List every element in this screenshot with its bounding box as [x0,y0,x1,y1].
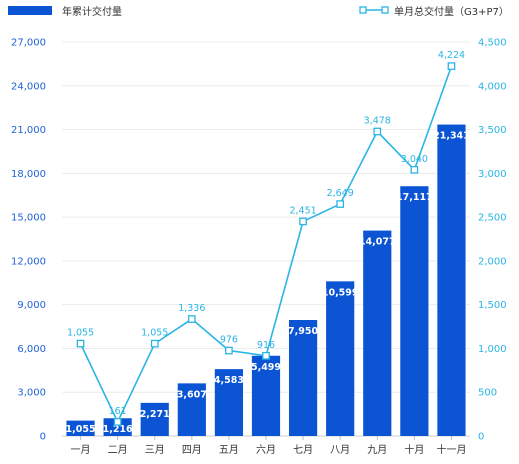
legend-line-marker [381,6,389,14]
bar-value-label: 4,583 [214,375,244,386]
line-value-label: 916 [257,340,275,351]
bar [251,355,281,436]
line-point [447,62,456,71]
x-tick-label: 二月 [108,444,128,456]
line-point [299,217,307,226]
line-value-label: 2,451 [289,205,316,216]
y-right-tick-label: 4,000 [478,81,507,92]
line-point [373,127,382,136]
legend: 年累计交付量 单月总交付量（G3+P7） [8,5,509,18]
x-tick-label: 七月 [293,444,313,456]
x-tick-label: 九月 [367,444,387,456]
x-tick-label: 三月 [145,444,165,456]
line-value-label: 4,224 [438,50,465,61]
line-point [262,351,270,360]
y-left-tick-label: 3,000 [17,388,46,399]
line-value-label: 3,478 [364,115,391,126]
y-left-tick-label: 0 [40,432,46,443]
legend-bar-label: 年累计交付量 [62,5,122,18]
bar-value-label: 21,341 [433,131,470,142]
y-axis-right: 0 500 1,000 1,500 2,000 2,500 3,000 3,500 4,000 4… [478,38,507,443]
y-left-tick-label: 12,000 [11,256,46,267]
line-point [410,165,419,174]
y-left-tick-label: 24,000 [11,81,46,92]
bar [214,369,244,436]
bar [400,186,429,436]
line-value-label: 2,649 [327,188,354,199]
line-point [113,418,122,426]
bar-value-label: 14,077 [359,237,396,248]
y-left-tick-label: 21,000 [11,125,46,136]
bar [326,281,355,436]
y-left-tick-label: 6,000 [17,344,46,355]
legend-line-marker [359,6,367,14]
y-right-tick-label: 4,500 [478,38,507,49]
bar [288,319,318,436]
line-value-label: 1,055 [67,328,94,339]
y-right-tick-label: 2,500 [478,213,507,224]
bar-value-label: 17,117 [396,192,433,203]
x-axis: 一月 二月 三月 四月 五月 六月 七月 八月 九月 十月 十一月 [71,436,466,456]
line-point [225,346,233,355]
x-tick-label: 四月 [182,444,202,456]
line-value-label: 1,336 [178,303,205,314]
bar [140,402,169,436]
x-tick-label: 一月 [71,444,91,456]
bar-value-label: 1,216 [103,424,133,435]
bar-value-label: 2,271 [140,409,170,420]
line-value-label: 3,040 [401,154,428,165]
y-right-tick-label: 0 [478,432,484,443]
line-point [150,339,159,348]
y-right-tick-label: 500 [478,388,497,399]
y-left-tick-label: 27,000 [11,38,46,49]
line-series: 1,055 161 1,055 1,336 976 916 2,451 2,649 3,478 3… [67,50,465,426]
line-point [187,315,196,323]
y-right-tick-label: 1,500 [478,300,507,311]
bar [66,420,95,436]
line-value-label: 1,055 [141,328,168,339]
legend-line-label: 单月总交付量（G3+P7） [394,5,509,18]
bar-value-label: 7,950 [288,326,318,337]
x-tick-label: 八月 [330,444,350,456]
y-left-tick-label: 18,000 [11,169,46,180]
bar-value-label: 3,607 [177,389,207,400]
y-right-tick-label: 1,000 [478,344,507,355]
x-tick-label: 十一月 [436,443,466,456]
x-tick-label: 五月 [219,444,239,456]
bar [363,230,392,436]
bar-value-label: 5,499 [251,362,281,373]
y-right-tick-label: 2,000 [478,256,507,267]
legend-bar-swatch [8,6,52,15]
bar-value-label: 10,599 [322,287,359,298]
y-right-tick-label: 3,500 [478,125,507,136]
grid-lines [62,41,470,437]
y-axis-left: 0 3,000 6,000 9,000 12,000 15,000 18,000 21,000… [11,38,46,443]
bar [437,124,466,437]
x-tick-label: 六月 [256,444,276,456]
bar-value-label: 1,055 [66,424,96,435]
line-value-label: 976 [220,335,238,346]
line-point [76,339,85,348]
bar [103,418,132,436]
line-value-label: 161 [109,406,127,417]
y-right-tick-label: 3,000 [478,169,507,180]
line-point [336,200,345,208]
x-tick-label: 十月 [404,443,424,456]
bar [177,383,206,436]
y-left-tick-label: 15,000 [11,213,46,224]
bar-series: 1,055 1,216 2,271 3,607 4,583 5,499 7,950 10,59… [66,124,470,437]
y-left-tick-label: 9,000 [17,300,46,311]
